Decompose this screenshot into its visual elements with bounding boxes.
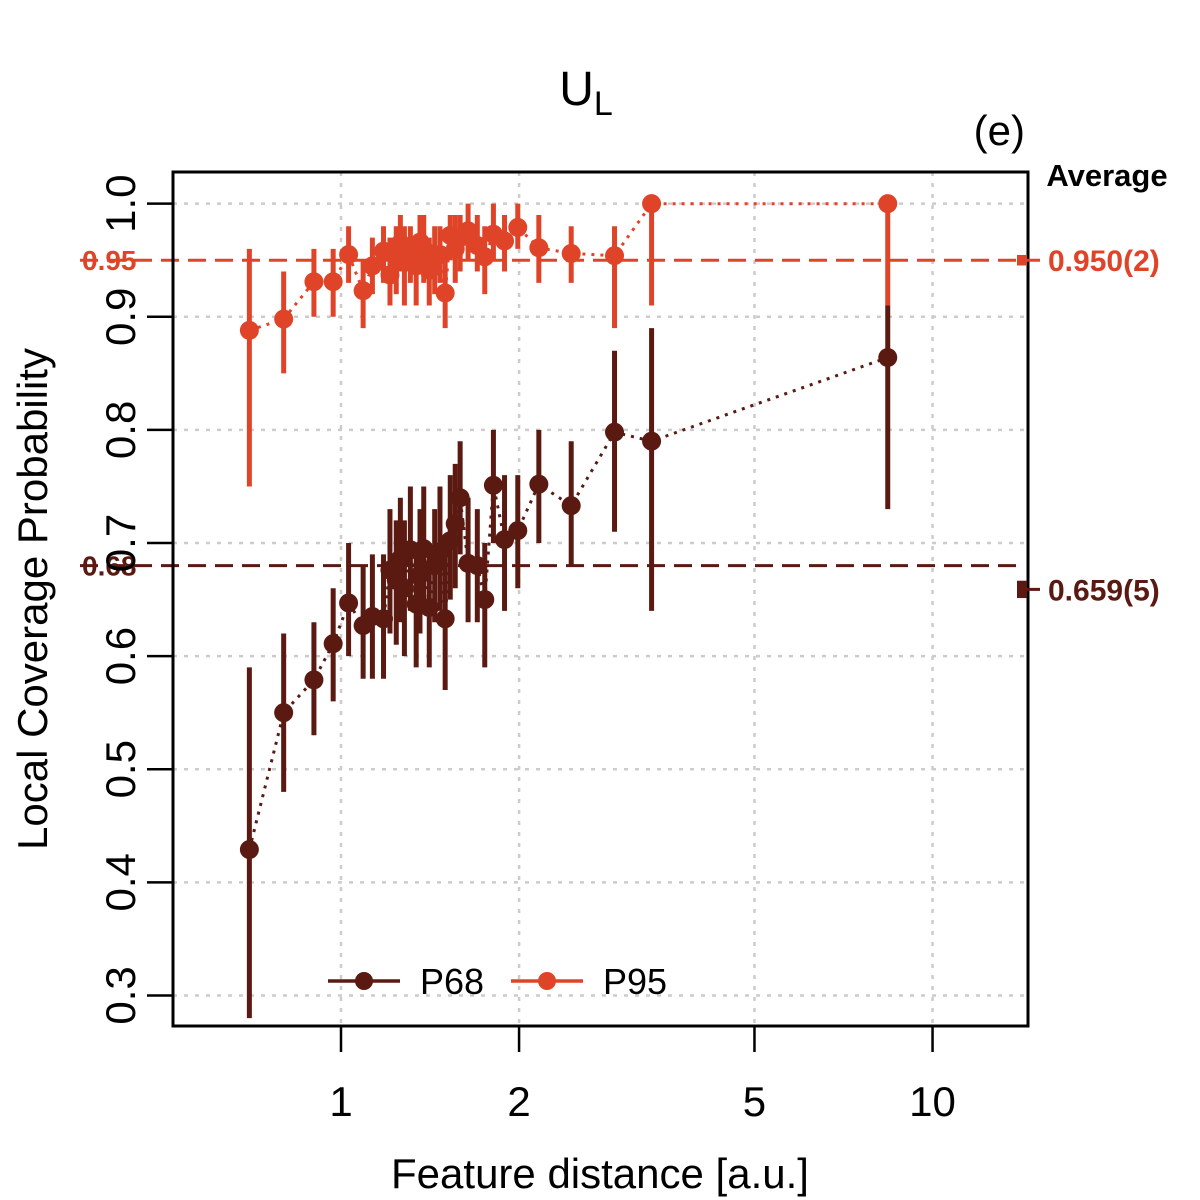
- chart-title-main: U: [559, 63, 594, 116]
- point-P68-15: [414, 539, 434, 559]
- point-P95-1: [274, 309, 294, 329]
- y-tick-label-0.3: 0.3: [97, 966, 144, 1024]
- grid-lines: [173, 172, 1028, 1026]
- point-P95-4: [339, 245, 359, 265]
- y-tick-label-0.6: 0.6: [97, 627, 144, 685]
- y-tick-label-0.5: 0.5: [97, 740, 144, 798]
- point-P68-2: [304, 670, 324, 690]
- point-P95-32: [642, 194, 662, 214]
- point-P95-5: [353, 281, 373, 301]
- point-P95-29: [529, 238, 549, 258]
- point-P95-25: [475, 247, 495, 267]
- connector-P95: [248, 202, 888, 332]
- x-tick-label-2: 2: [507, 1078, 530, 1125]
- point-P95-6: [362, 256, 382, 276]
- average-marker-P68: [1017, 580, 1027, 599]
- point-P68-21: [445, 514, 465, 534]
- point-P95-2: [304, 272, 324, 292]
- y-tick-label-0.7: 0.7: [97, 514, 144, 572]
- x-tick-label-1: 1: [329, 1078, 352, 1125]
- average-panel: 0.659(5) 0.950(2): [1017, 245, 1160, 607]
- y-tick-label-0.8: 0.8: [97, 401, 144, 459]
- point-P68-22: [450, 488, 470, 508]
- average-header: Average: [1046, 158, 1167, 193]
- point-P68-4: [339, 593, 359, 613]
- average-label-P68: 0.659(5): [1048, 574, 1160, 607]
- point-P68-32: [642, 431, 662, 451]
- point-P68-25: [475, 590, 495, 610]
- point-P68-33: [878, 348, 898, 368]
- legend-marker-P68: [355, 972, 373, 990]
- panel-label: (e): [974, 107, 1025, 154]
- legend-label-P68: P68: [420, 961, 484, 1002]
- point-P68-7: [374, 609, 394, 629]
- x-axis-label: Feature distance [a.u.]: [391, 1150, 809, 1197]
- point-P95-8: [380, 265, 400, 285]
- chart-title-subscript: L: [594, 85, 613, 123]
- point-P68-30: [561, 496, 581, 516]
- point-P95-27: [495, 231, 515, 251]
- point-P68-31: [605, 422, 625, 442]
- point-P68-20: [440, 531, 460, 551]
- point-P95-23: [458, 221, 478, 241]
- point-P68-1: [274, 703, 294, 723]
- y-tick-label-0.4: 0.4: [97, 853, 144, 911]
- point-P68-16: [419, 597, 439, 617]
- legend-marker-P95: [538, 972, 556, 990]
- point-P68-0: [239, 840, 259, 860]
- point-P68-3: [323, 634, 343, 654]
- point-P95-18: [430, 245, 450, 265]
- point-P68-11: [394, 578, 414, 598]
- point-P95-0: [239, 320, 259, 340]
- reference-label-P95: 0.95: [82, 245, 137, 276]
- average-marker-P95: [1017, 254, 1027, 266]
- y-axis-label: Local Coverage Probability: [9, 348, 56, 850]
- axis-ticks: 1 2 5 10 0.3 0.4 0.5 0.6 0.7 0.8 0.9 1.0: [97, 174, 956, 1125]
- point-P68-26: [483, 475, 503, 495]
- point-P95-30: [561, 243, 581, 263]
- point-P68-24: [467, 556, 487, 576]
- data-points: [239, 194, 898, 860]
- point-P95-31: [605, 246, 625, 266]
- point-P95-33: [878, 194, 898, 214]
- y-tick-label-1.0: 1.0: [97, 174, 144, 232]
- legend-label-P95: P95: [603, 961, 667, 1002]
- point-P95-3: [323, 272, 343, 292]
- average-label-P95: 0.950(2): [1048, 245, 1160, 278]
- point-P95-19: [435, 283, 455, 303]
- point-P68-29: [529, 474, 549, 494]
- plot-frame: [171, 170, 1030, 1028]
- legend: P68 P95: [328, 961, 667, 1002]
- x-tick-label-5: 5: [743, 1078, 766, 1125]
- y-tick-label-0.9: 0.9: [97, 288, 144, 346]
- point-P68-19: [435, 609, 455, 629]
- x-tick-label-10: 10: [909, 1078, 956, 1125]
- point-P68-27: [495, 530, 515, 550]
- point-P95-28: [508, 217, 528, 237]
- connector-lines: [247, 202, 889, 850]
- point-P68-14: [410, 565, 430, 585]
- reference-lines: 0.68 0.95: [80, 245, 1022, 582]
- point-P68-28: [508, 521, 528, 541]
- reference-label-P68: 0.68: [82, 551, 137, 582]
- chart-title: UL: [559, 63, 613, 123]
